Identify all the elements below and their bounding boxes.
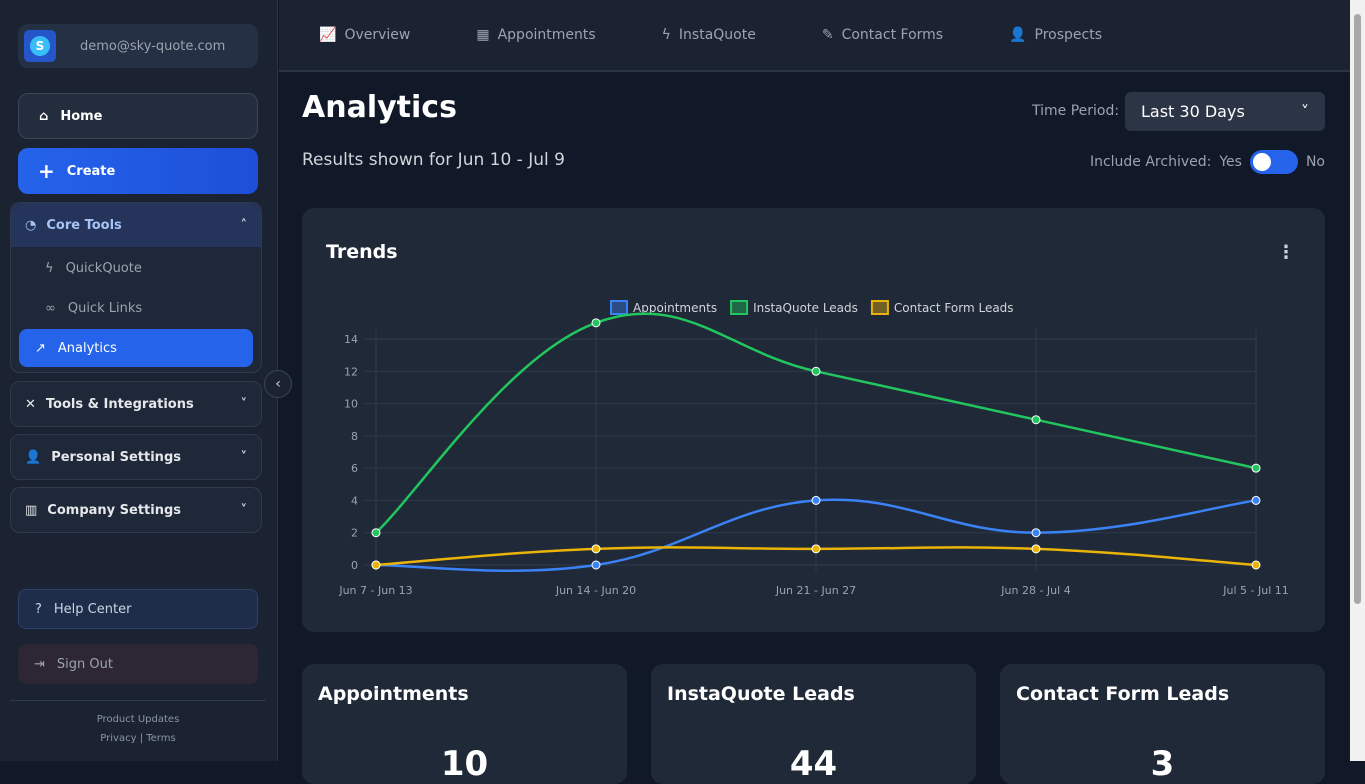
- product-updates-link[interactable]: Product Updates: [96, 714, 180, 725]
- tab-prospects[interactable]: 👤 Prospects: [1009, 27, 1102, 43]
- data-point: [591, 560, 601, 570]
- tab-appointments[interactable]: ▦ Appointments: [476, 27, 596, 43]
- core-tools-toggle[interactable]: ◔ Core Tools ˄: [11, 203, 261, 247]
- y-tick-label: 12: [344, 365, 358, 378]
- y-tick-label: 0: [351, 559, 358, 572]
- x-tick-label: Jun 14 - Jun 20: [555, 584, 636, 597]
- include-archived: Include Archived: Yes No: [1090, 150, 1325, 174]
- chevron-left-icon: ‹: [275, 376, 281, 392]
- user-plus-icon: 👤: [1009, 27, 1027, 43]
- chevron-down-icon: ˅: [1301, 102, 1309, 121]
- scrollbar[interactable]: [1350, 0, 1365, 761]
- create-button[interactable]: + Create: [18, 148, 258, 194]
- y-tick-label: 2: [351, 527, 358, 540]
- data-point: [1031, 528, 1041, 538]
- link-icon: ∞: [45, 300, 56, 316]
- legend-swatch: [870, 300, 889, 315]
- gauge-icon: ◔: [25, 217, 37, 233]
- logo: S: [24, 30, 56, 62]
- tab-instaquote[interactable]: ϟ InstaQuote: [661, 27, 756, 43]
- tab-overview[interactable]: 📈 Overview: [319, 27, 411, 43]
- building-icon: ▥: [25, 502, 38, 518]
- privacy-link[interactable]: Privacy: [100, 733, 137, 744]
- x-tick-label: Jul 5 - Jul 11: [1222, 584, 1289, 597]
- sidebar-item-quickquote[interactable]: ϟ QuickQuote: [45, 260, 142, 276]
- more-options-icon[interactable]: ⋮: [1277, 242, 1295, 263]
- data-point: [1251, 463, 1261, 473]
- data-point: [371, 560, 381, 570]
- date-range-text: Results shown for Jun 10 - Jul 9: [302, 150, 565, 170]
- sidebar-footer: Product Updates Privacy | Terms: [10, 700, 266, 748]
- terms-link[interactable]: Terms: [146, 733, 176, 744]
- time-period-select[interactable]: Last 30 Days ˅: [1125, 92, 1325, 131]
- data-point: [371, 528, 381, 538]
- stat-card-appointments: Appointments 10: [302, 664, 627, 784]
- include-archived-toggle[interactable]: [1249, 150, 1298, 174]
- data-point: [811, 495, 821, 505]
- collapse-sidebar-button[interactable]: ‹: [264, 370, 292, 398]
- page-title: Analytics: [302, 90, 457, 125]
- sidebar-item-quick-links[interactable]: ∞ Quick Links: [45, 300, 143, 316]
- calendar-icon: ▦: [476, 27, 490, 43]
- legend-label: Contact Form Leads: [894, 301, 1014, 315]
- chart-title: Trends: [326, 241, 398, 263]
- user-gear-icon: 👤: [25, 449, 42, 465]
- sign-out-icon: ⇥: [34, 656, 45, 672]
- x-tick-label: Jun 21 - Jun 27: [775, 584, 856, 597]
- company-settings-group[interactable]: ▥ Company Settings ˅: [10, 487, 262, 533]
- tools-icon: ✕: [25, 396, 36, 412]
- data-point: [811, 366, 821, 376]
- bolt-icon: ϟ: [45, 260, 54, 276]
- personal-settings-group[interactable]: 👤 Personal Settings ˅: [10, 434, 262, 480]
- legend-label: InstaQuote Leads: [753, 301, 858, 315]
- core-tools-group: ◔ Core Tools ˄ ϟ QuickQuote ∞ Quick Links ↗ A…: [10, 202, 262, 373]
- top-nav: 📈 Overview ▦ Appointments ϟ InstaQuote ✎ Con…: [279, 0, 1350, 72]
- chevron-down-icon: ˅: [240, 396, 248, 412]
- data-point: [1251, 495, 1261, 505]
- chart-line-icon: ↗: [35, 340, 46, 356]
- legend-swatch: [730, 300, 749, 315]
- sidebar: S demo@sky-quote.com ⌂ Home + Create ◔ Core…: [0, 0, 278, 761]
- data-point: [1031, 544, 1041, 554]
- sign-out-button[interactable]: ⇥ Sign Out: [18, 644, 258, 684]
- stat-card-contact-form: Contact Form Leads 3: [1000, 664, 1325, 784]
- legend-label: Appointments: [633, 301, 717, 315]
- x-tick-label: Jun 28 - Jul 4: [1000, 584, 1070, 597]
- edit-icon: ✎: [821, 27, 834, 43]
- data-point: [1031, 415, 1041, 425]
- account-switcher[interactable]: S demo@sky-quote.com: [18, 24, 258, 68]
- question-icon: ?: [35, 601, 42, 617]
- y-tick-label: 6: [351, 462, 358, 475]
- tools-integrations-group[interactable]: ✕ Tools & Integrations ˅: [10, 381, 262, 427]
- chevron-down-icon: ˅: [240, 502, 248, 518]
- series-line: [375, 312, 1257, 534]
- tab-contact-forms[interactable]: ✎ Contact Forms: [821, 27, 944, 43]
- plus-icon: +: [38, 159, 55, 183]
- stat-card-instaquote: InstaQuote Leads 44: [651, 664, 976, 784]
- home-button[interactable]: ⌂ Home: [18, 93, 258, 139]
- sidebar-item-analytics[interactable]: ↗ Analytics: [19, 329, 253, 367]
- help-center-button[interactable]: ? Help Center: [18, 589, 258, 629]
- data-point: [591, 544, 601, 554]
- y-tick-label: 8: [351, 430, 358, 443]
- x-tick-label: Jun 7 - Jun 13: [338, 584, 412, 597]
- data-point: [1251, 560, 1261, 570]
- chart-icon: 📈: [319, 27, 337, 43]
- bolt-icon: ϟ: [661, 27, 671, 43]
- y-tick-label: 10: [344, 398, 358, 411]
- y-tick-label: 4: [351, 494, 358, 507]
- account-email: demo@sky-quote.com: [80, 38, 226, 54]
- data-point: [591, 318, 601, 328]
- chevron-up-icon: ˄: [240, 217, 248, 233]
- time-period-label: Time Period:: [1032, 103, 1120, 119]
- chevron-down-icon: ˅: [240, 449, 248, 465]
- home-icon: ⌂: [39, 108, 49, 124]
- legend-swatch: [610, 300, 628, 315]
- y-tick-label: 14: [344, 333, 358, 346]
- data-point: [811, 544, 821, 554]
- trends-chart: 0 2 4 6 8 10 12 14 Jun 7 - Jun 13 Jun 14 - Jun 20…: [338, 300, 1289, 597]
